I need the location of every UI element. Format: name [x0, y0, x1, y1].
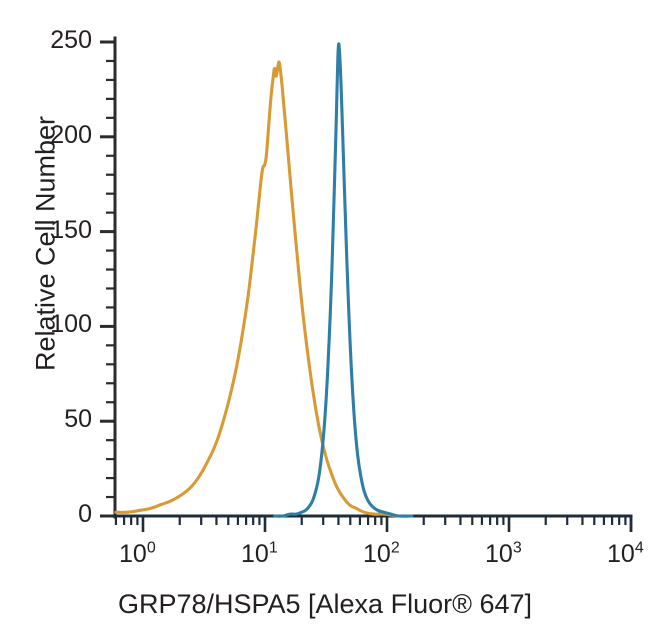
series-curve-grp78-hspa5-stained: [273, 42, 414, 518]
y-tick-label: 150: [50, 215, 92, 244]
x-tick-label: 102: [363, 539, 400, 568]
y-axis-major-ticks: [100, 40, 115, 518]
x-tick-label: 103: [485, 539, 522, 568]
x-tick-label: 101: [241, 539, 278, 568]
y-tick-label: 250: [50, 26, 92, 54]
y-tick-label: 0: [78, 500, 92, 528]
x-tick-label: 100: [119, 539, 156, 568]
x-axis-major-ticks: [141, 516, 633, 532]
x-axis-title: GRP78/HSPA5 [Alexa Fluor® 647]: [117, 589, 533, 619]
y-tick-label: 200: [50, 120, 92, 149]
y-axis-title: Relative Cell Number: [30, 115, 61, 372]
y-tick-label: 50: [64, 405, 92, 434]
y-tick-label: 100: [50, 310, 92, 339]
data-series-group: [114, 42, 414, 518]
x-tick-label: 104: [607, 539, 644, 568]
series-curve-isotype-control: [114, 60, 399, 518]
